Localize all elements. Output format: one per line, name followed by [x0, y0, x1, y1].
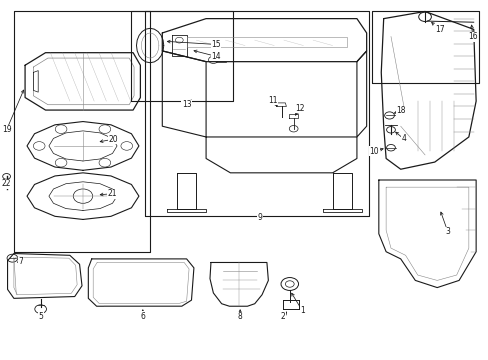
Text: 17: 17	[434, 25, 444, 34]
Text: 13: 13	[182, 100, 191, 109]
Text: 9: 9	[257, 213, 262, 222]
Text: 2: 2	[280, 312, 285, 321]
Text: 14: 14	[211, 52, 220, 61]
Text: 11: 11	[268, 95, 277, 104]
Text: 5: 5	[38, 312, 43, 321]
Text: 10: 10	[369, 147, 379, 156]
Text: 1: 1	[300, 306, 304, 315]
Text: 15: 15	[211, 40, 220, 49]
Text: 8: 8	[237, 312, 242, 321]
Text: 20: 20	[109, 135, 118, 144]
Text: 7: 7	[19, 257, 23, 266]
Text: 4: 4	[400, 134, 405, 143]
Text: 12: 12	[294, 104, 304, 113]
Text: 16: 16	[467, 32, 477, 41]
Text: 3: 3	[445, 228, 449, 237]
Text: 19: 19	[2, 125, 11, 134]
Text: 22: 22	[2, 179, 11, 188]
Text: 6: 6	[140, 312, 145, 321]
Text: 21: 21	[108, 189, 117, 198]
Text: 18: 18	[395, 106, 405, 115]
